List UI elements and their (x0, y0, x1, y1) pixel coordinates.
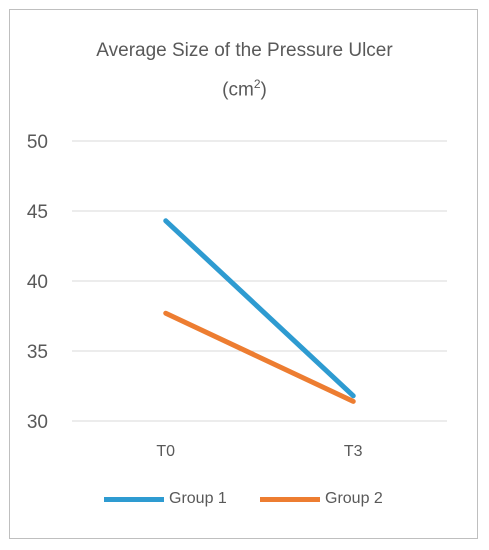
unit-suffix: ) (260, 79, 267, 101)
chart-title: Average Size of the Pressure Ulcer (0, 40, 489, 62)
chart-title-text: Average Size of the Pressure Ulcer (96, 40, 393, 61)
y-axis-ticks: 30 35 40 45 50 (27, 132, 48, 433)
series-line-group-2 (163, 310, 356, 404)
y-tick-label: 35 (27, 342, 48, 363)
chart-frame (9, 9, 478, 539)
unit-prefix: (cm (222, 79, 254, 101)
legend: Group 1 Group 2 (0, 487, 489, 511)
x-tick-label: T0 (156, 443, 175, 460)
legend-item-group-2: Group 2 (260, 487, 383, 511)
legend-item-group-1: Group 1 (104, 487, 227, 511)
y-tick-label: 45 (27, 202, 48, 223)
unit-superscript: 2 (253, 77, 261, 91)
legend-swatch-group-1 (104, 496, 164, 502)
legend-label-group-2: Group 2 (325, 490, 383, 507)
y-tick-label: 40 (27, 272, 48, 293)
gridlines (72, 140, 447, 422)
legend-label-group-1: Group 1 (169, 490, 227, 507)
x-tick-label: T3 (344, 443, 363, 460)
series-lines (163, 218, 356, 404)
legend-swatch-group-2 (260, 496, 320, 502)
x-axis-ticks: T0 T3 (156, 443, 362, 460)
chart-title-unit: (cm2) (0, 77, 489, 101)
series-line-group-1 (163, 218, 356, 399)
y-tick-label: 30 (27, 412, 48, 433)
y-tick-label: 50 (27, 132, 48, 153)
